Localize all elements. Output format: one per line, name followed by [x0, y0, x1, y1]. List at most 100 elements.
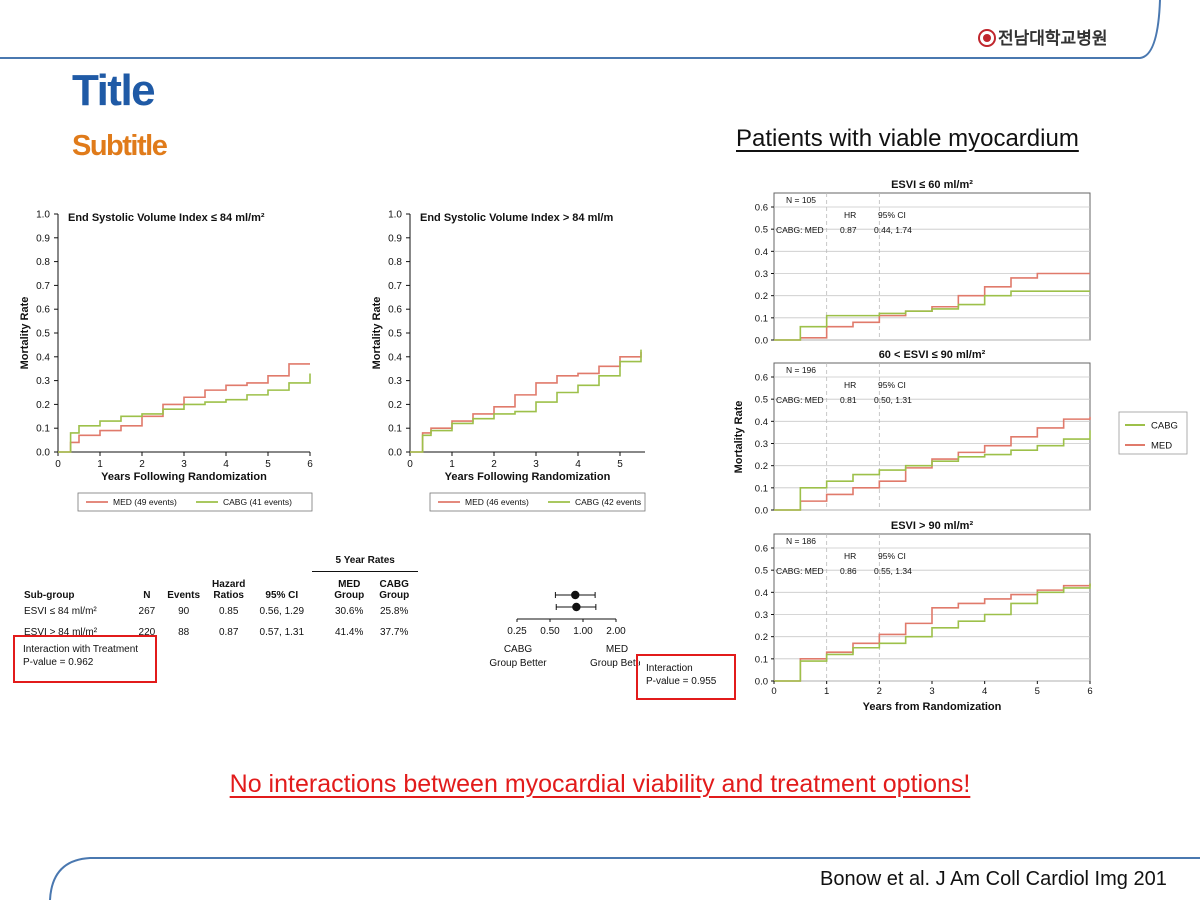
x-tick-label: 1 [824, 686, 829, 697]
interaction-box-mid: Interaction P-value = 0.955 [636, 654, 736, 700]
table-cell: 37.7% [380, 627, 409, 638]
interaction-box-left: Interaction with Treatment P-value = 0.9… [13, 635, 157, 683]
y-tick-label: 0.2 [755, 461, 768, 472]
col-header: MED Group [312, 571, 370, 601]
y-tick-label: 0.7 [388, 281, 402, 292]
x-tick-label: 2 [491, 459, 497, 470]
y-tick-label: 0.1 [755, 483, 768, 494]
y-tick-label: 0.4 [36, 352, 50, 363]
slide-subtitle: Subtitle [72, 130, 168, 162]
y-tick-label: 0.2 [755, 632, 768, 643]
series-line-med [774, 416, 1091, 511]
y-tick-label: 0.0 [755, 336, 768, 347]
forest-tick-label: 2.00 [606, 626, 626, 637]
y-tick-label: 0.3 [755, 269, 768, 280]
x-tick-label: 0 [771, 686, 776, 697]
top-frame-line [0, 0, 1161, 59]
y-tick-label: 0.8 [388, 257, 402, 268]
forest-right-label: MED [606, 644, 628, 655]
y-tick-label: 1.0 [388, 210, 402, 221]
five-year-rates-header: 5 Year Rates [312, 550, 419, 572]
y-axis-label: Mortality Rate [371, 297, 383, 370]
x-axis-label: Years Following Randomization [101, 471, 267, 483]
y-tick-label: 0.5 [36, 329, 50, 340]
y-tick-label: 0.6 [388, 305, 402, 316]
ci-value: 0.50, 1.31 [874, 395, 912, 405]
series-line-cabg [774, 583, 1091, 682]
forest-tick-label: 0.25 [507, 626, 527, 637]
interaction-title: Interaction with Treatment [23, 644, 139, 655]
forest-tick-label: 0.50 [540, 626, 560, 637]
table-cell: 30.6% [335, 606, 364, 617]
x-axis-label: Years Following Randomization [445, 471, 611, 483]
y-tick-label: 0.2 [755, 291, 768, 302]
row-label: CABG: MED [776, 395, 824, 405]
y-tick-label: 0.1 [755, 654, 768, 665]
y-tick-label: 0.1 [388, 424, 402, 435]
table-cell: 267 [138, 606, 156, 617]
series-line-med [774, 583, 1091, 682]
table-cell: ESVI > 84 ml/m² [24, 627, 98, 638]
panel-title: 60 < ESVI ≤ 90 ml/m² [879, 349, 986, 361]
forest-right-label: Group Bette [590, 658, 640, 669]
col-header-text: MED Group [334, 579, 365, 601]
x-tick-label: 2 [877, 686, 882, 697]
col-header: N [143, 590, 151, 601]
y-tick-label: 0.2 [388, 400, 402, 411]
interaction-title: Interaction [646, 663, 693, 674]
chart-title: End Systolic Volume Index > 84 ml/m [420, 212, 613, 224]
legend-label: MED [1151, 441, 1172, 452]
ci-value: 0.55, 1.34 [874, 566, 912, 576]
y-tick-label: 0.3 [388, 376, 402, 387]
table-cell: 41.4% [335, 627, 364, 638]
col-header-text: CABG Group [379, 579, 410, 601]
table-header-row: Sub-group N Events Hazard Ratios 95% CI … [24, 571, 418, 601]
table-group-row: 5 Year Rates [24, 550, 419, 572]
table-cell: 0.56, 1.29 [259, 606, 305, 617]
forest-left-label: CABG [504, 644, 533, 655]
km-chart-esvi-gt-84: 0.0 0.1 0.2 0.3 0.4 0.5 0.6 0.7 0.8 0.9 1.0 0 1 2 3 4 5 E… [371, 210, 646, 512]
y-tick-label: 0.5 [755, 566, 768, 577]
interaction-pvalue: P-value = 0.962 [23, 657, 94, 668]
col-header: Sub-group [24, 590, 75, 601]
forest-left-label: Group Better [489, 658, 547, 669]
panel-title: ESVI > 90 ml/m² [891, 520, 974, 532]
hr-value: 0.87 [840, 225, 857, 235]
y-tick-label: 0.4 [755, 417, 768, 428]
y-tick-label: 0.9 [388, 233, 402, 244]
ci-value: 0.44, 1.74 [874, 225, 912, 235]
n-label: N = 186 [786, 536, 816, 546]
x-tick-label: 1 [97, 459, 103, 470]
x-tick-label: 4 [575, 459, 581, 470]
table-row: ESVI > 84 ml/m² 220 88 0.87 0.57, 1.31 4… [24, 622, 418, 643]
table-cell: 88 [178, 627, 190, 638]
y-tick-label: 0.8 [36, 257, 50, 268]
y-tick-label: 0.3 [755, 610, 768, 621]
table-cell: 25.8% [380, 606, 409, 617]
x-tick-label: 6 [1087, 686, 1092, 697]
table-cell: 0.87 [218, 627, 239, 638]
y-tick-label: 0.3 [755, 439, 768, 450]
n-label: N = 196 [786, 365, 816, 375]
series-line-cabg [410, 349, 642, 453]
series-line-cabg [774, 430, 1091, 511]
y-tick-label: 0.6 [755, 203, 768, 214]
x-axis-label: Years from Randomization [863, 701, 1002, 713]
y-tick-label: 0.5 [388, 329, 402, 340]
x-tick-label: 5 [1035, 686, 1040, 697]
hr-value: 0.86 [840, 566, 857, 576]
interaction-pvalue: P-value = 0.955 [646, 676, 717, 687]
col-header: Events [167, 590, 201, 601]
x-tick-label: 2 [139, 459, 145, 470]
table-cell: ESVI ≤ 84 ml/m² [24, 606, 97, 617]
citation-text: Bonow et al. J Am Coll Cardiol Img 201 [820, 868, 1167, 890]
km-chart-esvi-le-84: 0.0 0.1 0.2 0.3 0.4 0.5 0.6 0.7 0.8 0.9 1.0 0 1 2 3 4 5 6… [19, 210, 313, 512]
ci-header: 95% CI [878, 210, 906, 220]
subgroup-table: 5 Year Rates Sub-group N Events Hazard R… [24, 550, 419, 643]
y-tick-label: 0.6 [755, 373, 768, 384]
hospital-emblem-icon [978, 29, 996, 47]
y-axis-label: Mortality Rate [19, 297, 31, 370]
x-tick-label: 3 [181, 459, 187, 470]
y-tick-label: 0.5 [755, 225, 768, 236]
